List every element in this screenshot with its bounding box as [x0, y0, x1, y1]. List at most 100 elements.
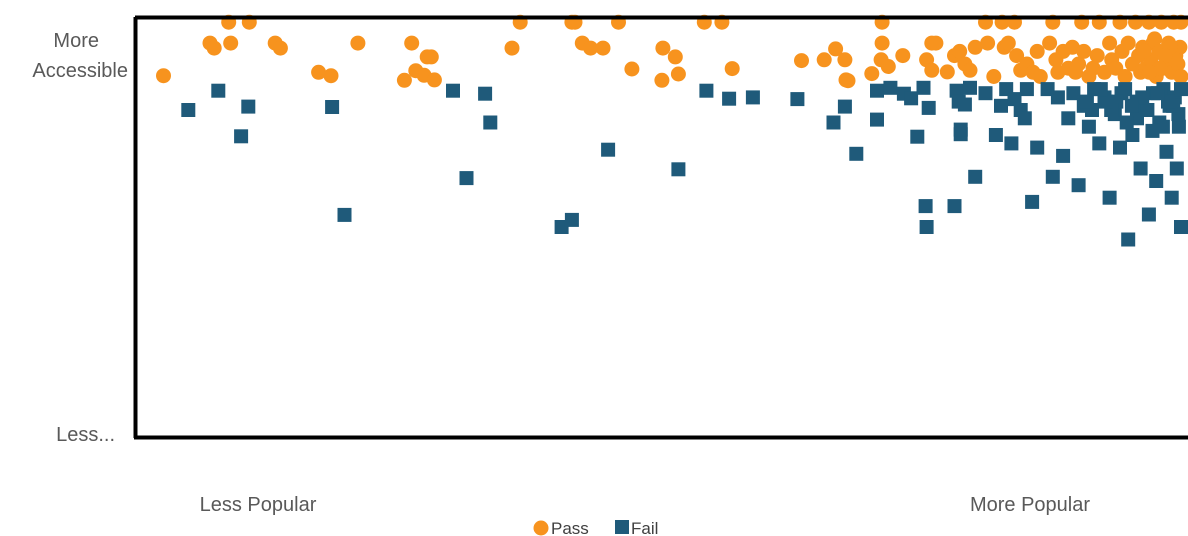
legend-fail-marker: [615, 520, 629, 534]
fail-point: [1171, 119, 1186, 134]
pass-point: [404, 35, 420, 51]
fail-point: [234, 129, 249, 144]
y-tick-label-less: Less...: [56, 424, 115, 446]
pass-point: [924, 62, 940, 78]
pass-point: [1000, 35, 1016, 51]
pass-point: [928, 35, 944, 51]
fail-point: [968, 169, 983, 184]
pass-point: [1120, 35, 1136, 51]
fail-point: [904, 91, 919, 106]
fail-point: [745, 90, 760, 105]
fail-point: [919, 220, 934, 234]
fail-point: [459, 171, 474, 186]
x-tick-label-less-popular: Less Popular: [200, 494, 317, 516]
fail-point: [699, 83, 714, 98]
legend-fail-label: Fail: [631, 519, 658, 536]
pass-point: [967, 39, 983, 55]
fail-point: [325, 100, 340, 114]
fail-point: [1081, 119, 1096, 134]
pass-point: [828, 41, 844, 57]
fail-point: [1066, 86, 1081, 101]
pass-point: [423, 49, 439, 65]
pass-point: [223, 35, 239, 51]
fail-point: [870, 112, 884, 127]
fail-point: [947, 199, 962, 214]
pass-point: [864, 66, 880, 82]
pass-point: [1085, 60, 1101, 76]
pass-point: [986, 69, 1002, 84]
fail-point: [1141, 207, 1156, 222]
pass-point: [1089, 48, 1105, 64]
fail-point: [988, 128, 1003, 142]
pass-point: [939, 64, 955, 80]
pass-point: [895, 48, 911, 64]
pass-point: [1042, 35, 1058, 51]
fail-point: [1174, 82, 1188, 97]
fail-point: [1056, 148, 1071, 163]
fail-point: [1092, 136, 1107, 151]
y-tick-label-accessible: Accessible: [32, 60, 128, 82]
pass-point: [1141, 64, 1157, 80]
fail-point: [1004, 136, 1019, 151]
fail-point: [1093, 82, 1108, 97]
pass-point: [838, 72, 854, 88]
pass-point: [206, 40, 222, 56]
fail-point: [483, 115, 498, 130]
pass-point: [1102, 35, 1118, 51]
pass-point: [583, 40, 599, 56]
fail-point: [1007, 92, 1022, 107]
fail-series-points: [181, 80, 1188, 247]
pass-point: [426, 72, 442, 88]
fail-point: [722, 91, 737, 106]
fail-point: [837, 99, 852, 114]
fail-point: [949, 83, 964, 98]
fail-point: [1119, 115, 1134, 130]
pass-point: [1117, 69, 1133, 84]
pass-point: [1147, 31, 1163, 47]
pass-point: [624, 61, 640, 77]
fail-point: [1019, 82, 1034, 97]
fail-point: [181, 103, 196, 117]
pass-point: [323, 68, 339, 84]
pass-point: [962, 62, 978, 78]
pass-series-points: [156, 14, 1188, 89]
fail-point: [1017, 111, 1032, 126]
pass-point: [504, 40, 520, 56]
fail-point: [1159, 144, 1174, 159]
fail-point: [1150, 86, 1165, 101]
fail-point: [1099, 94, 1113, 109]
pass-point: [1064, 39, 1080, 55]
fail-point: [1145, 123, 1160, 138]
fail-point: [1050, 90, 1065, 105]
fail-point: [849, 146, 864, 161]
fail-point: [1121, 232, 1136, 247]
fail-point: [963, 80, 977, 95]
fail-point: [1113, 140, 1127, 155]
fail-point: [790, 92, 805, 107]
fail-point: [921, 100, 936, 115]
pass-point: [1173, 69, 1188, 84]
fail-point: [1164, 190, 1179, 205]
y-tick-label-more: More: [53, 30, 99, 52]
fail-point: [1125, 128, 1140, 142]
fail-point: [211, 83, 226, 98]
pass-point: [396, 72, 412, 88]
fail-point: [241, 99, 256, 114]
fail-point: [1174, 220, 1188, 234]
pass-point: [980, 35, 996, 51]
pass-point: [1157, 48, 1173, 64]
fail-point: [1025, 194, 1040, 209]
pass-point: [874, 35, 890, 51]
fail-point: [883, 80, 898, 95]
fail-point: [564, 212, 579, 227]
pass-point: [670, 66, 686, 82]
fail-point: [994, 98, 1008, 113]
fail-point: [1169, 161, 1184, 176]
fail-point: [1061, 111, 1076, 126]
pass-point: [1029, 43, 1045, 59]
pass-point: [350, 35, 366, 51]
fail-point: [1133, 161, 1148, 176]
fail-point: [978, 86, 993, 101]
fail-point: [918, 199, 933, 214]
fail-point: [446, 83, 460, 98]
